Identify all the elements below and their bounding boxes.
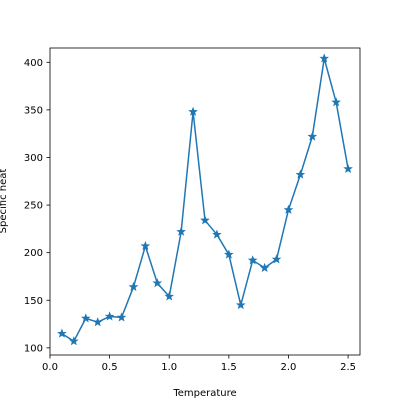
x-tick-label: 0.5 <box>102 362 118 373</box>
data-point-marker <box>200 215 210 225</box>
data-point-marker <box>128 281 139 292</box>
y-axis: 100 150 200 250 300 350 400 <box>24 58 50 354</box>
data-point-marker <box>152 278 163 288</box>
data-point-marker <box>247 255 258 265</box>
x-tick-label: 0.0 <box>42 362 58 373</box>
y-tick-label: 400 <box>24 58 43 69</box>
data-point-marker <box>140 240 151 251</box>
y-tick-label: 250 <box>24 201 43 212</box>
x-tick-label: 1.5 <box>221 362 237 373</box>
y-tick-label: 350 <box>24 105 43 116</box>
data-point-marker <box>271 254 282 264</box>
data-point-marker <box>295 169 306 179</box>
x-axis: 0.0 0.5 1.0 1.5 2.0 2.5 <box>42 355 356 373</box>
plot-layer <box>57 53 353 346</box>
data-point-marker <box>176 226 186 236</box>
data-point-marker <box>235 299 246 310</box>
data-point-marker <box>259 262 270 272</box>
y-tick-label: 300 <box>24 153 43 164</box>
data-point-marker <box>283 204 294 214</box>
data-point-marker <box>212 229 222 239</box>
data-point-marker <box>69 336 79 346</box>
data-point-marker <box>104 311 115 321</box>
data-point-marker <box>224 249 234 259</box>
data-point-marker <box>188 106 198 116</box>
data-point-marker <box>319 53 330 63</box>
data-point-marker <box>343 163 353 173</box>
y-axis-label: Specific heat <box>0 169 9 234</box>
data-point-marker <box>164 291 175 301</box>
data-point-marker <box>331 97 341 107</box>
y-tick-label: 150 <box>24 296 43 307</box>
data-point-marker <box>57 328 67 338</box>
data-point-marker <box>92 317 103 327</box>
data-point-marker <box>80 313 91 323</box>
y-tick-label: 100 <box>24 343 43 354</box>
x-axis-label: Temperature <box>172 388 236 399</box>
y-tick-label: 200 <box>24 248 43 259</box>
x-tick-label: 1.0 <box>161 362 177 373</box>
data-point-marker <box>116 312 127 322</box>
x-tick-label: 2.5 <box>340 362 356 373</box>
data-point-marker <box>307 131 318 141</box>
axes-frame <box>49 47 361 356</box>
x-tick-label: 2.0 <box>281 362 297 373</box>
